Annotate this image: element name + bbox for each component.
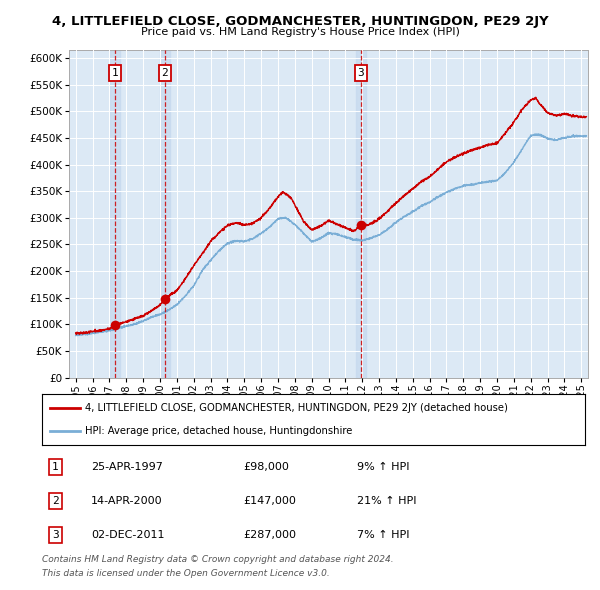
Text: 02-DEC-2011: 02-DEC-2011 <box>91 530 164 540</box>
Text: HPI: Average price, detached house, Huntingdonshire: HPI: Average price, detached house, Hunt… <box>85 427 353 437</box>
Text: 25-APR-1997: 25-APR-1997 <box>91 462 163 472</box>
Bar <box>356 50 366 378</box>
Text: 7% ↑ HPI: 7% ↑ HPI <box>357 530 409 540</box>
Text: 1: 1 <box>112 68 118 78</box>
Text: 1: 1 <box>52 462 59 472</box>
Text: 9% ↑ HPI: 9% ↑ HPI <box>357 462 409 472</box>
Text: 3: 3 <box>52 530 59 540</box>
Text: £147,000: £147,000 <box>243 496 296 506</box>
Text: Price paid vs. HM Land Registry's House Price Index (HPI): Price paid vs. HM Land Registry's House … <box>140 27 460 37</box>
Text: This data is licensed under the Open Government Licence v3.0.: This data is licensed under the Open Gov… <box>42 569 330 578</box>
Text: 2: 2 <box>161 68 168 78</box>
Text: 3: 3 <box>358 68 364 78</box>
Text: £98,000: £98,000 <box>243 462 289 472</box>
Text: 2: 2 <box>52 496 59 506</box>
Text: 21% ↑ HPI: 21% ↑ HPI <box>357 496 416 506</box>
Text: £287,000: £287,000 <box>243 530 296 540</box>
Text: Contains HM Land Registry data © Crown copyright and database right 2024.: Contains HM Land Registry data © Crown c… <box>42 555 394 563</box>
Text: 4, LITTLEFIELD CLOSE, GODMANCHESTER, HUNTINGDON, PE29 2JY (detached house): 4, LITTLEFIELD CLOSE, GODMANCHESTER, HUN… <box>85 402 508 412</box>
Text: 14-APR-2000: 14-APR-2000 <box>91 496 163 506</box>
Bar <box>160 50 170 378</box>
Bar <box>110 50 120 378</box>
Text: 4, LITTLEFIELD CLOSE, GODMANCHESTER, HUNTINGDON, PE29 2JY: 4, LITTLEFIELD CLOSE, GODMANCHESTER, HUN… <box>52 15 548 28</box>
